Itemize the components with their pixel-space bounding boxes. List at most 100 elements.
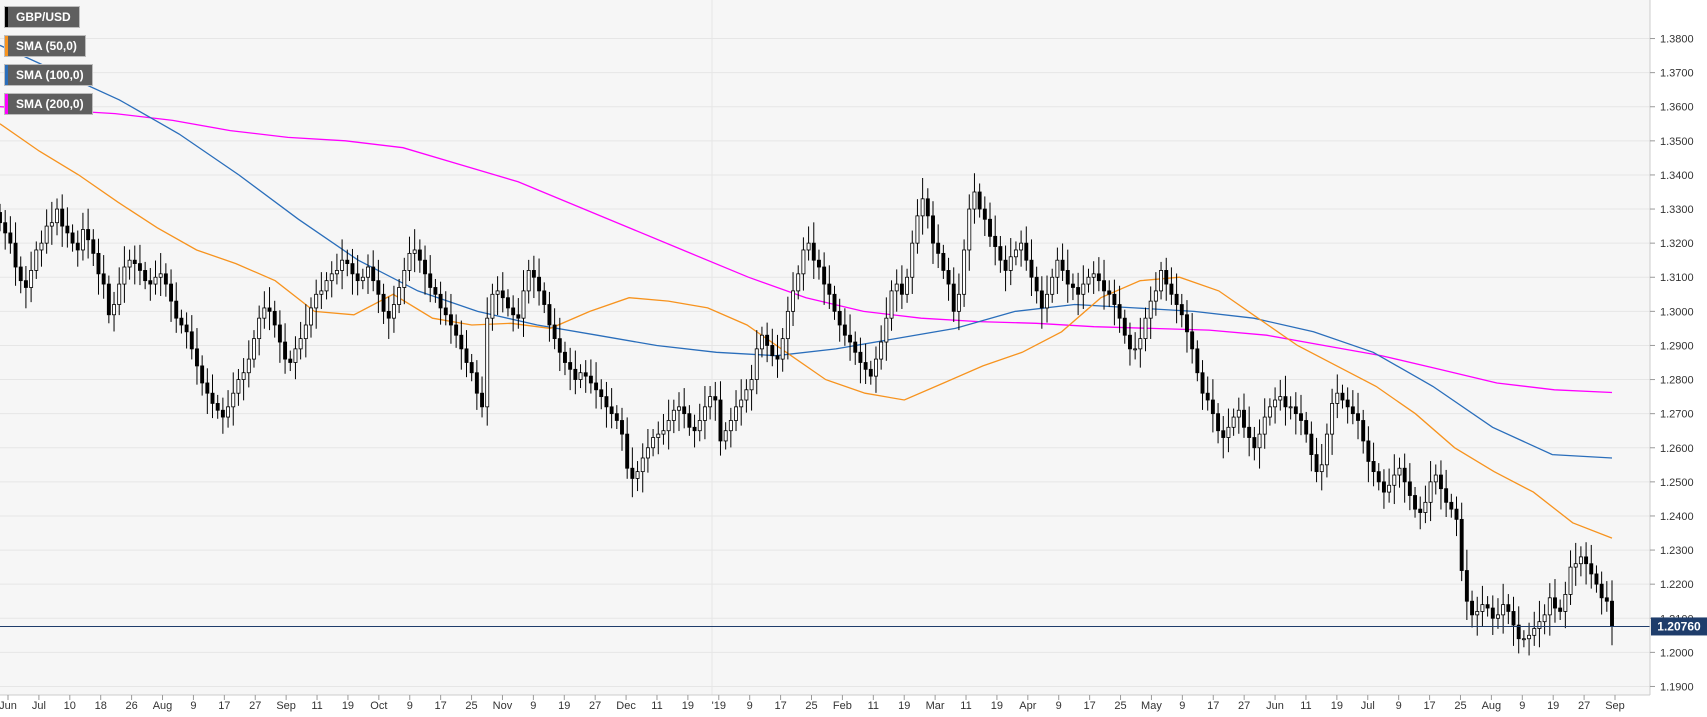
- candle-body: [1112, 293, 1117, 305]
- x-tick-label: Sep: [1605, 700, 1625, 712]
- legend-item-gbpusd[interactable]: GBP/USD: [4, 6, 80, 28]
- candle-body: [842, 324, 847, 336]
- candle-body: [609, 406, 614, 415]
- candle-body: [480, 392, 484, 408]
- x-tick-label: May: [1141, 700, 1162, 712]
- candle-body: [941, 252, 946, 271]
- candle-body: [29, 270, 34, 288]
- candle-body: [1138, 338, 1143, 350]
- candle-body: [915, 215, 920, 244]
- candle-body: [1335, 392, 1340, 404]
- candle-body: [1195, 348, 1200, 374]
- candle-body: [309, 307, 313, 326]
- candle-body: [677, 406, 681, 411]
- candle-body: [1475, 611, 1480, 616]
- candle-body: [1024, 242, 1029, 261]
- y-tick-label: 1.3500: [1660, 136, 1694, 148]
- x-tick-label: 11: [868, 700, 879, 712]
- candle-body: [526, 270, 531, 292]
- candle-body: [350, 263, 355, 275]
- legend-item-sma50[interactable]: SMA (50,0): [4, 35, 86, 57]
- legend-item-sma200[interactable]: SMA (200,0): [4, 93, 93, 115]
- chart-legend: GBP/USD SMA (50,0) SMA (100,0) SMA (200,…: [4, 6, 93, 122]
- candle-body: [1190, 331, 1195, 350]
- sma-50-series: [0, 123, 1613, 539]
- candle-body: [713, 396, 718, 401]
- candle-body: [1148, 300, 1153, 319]
- candle-body: [1366, 440, 1371, 462]
- x-tick-label: 9: [1056, 700, 1062, 712]
- y-tick-label: 1.2800: [1660, 375, 1694, 387]
- candle-body: [329, 273, 334, 282]
- candle-body: [464, 348, 469, 363]
- candle-body: [1034, 276, 1039, 292]
- x-tick-label: Nov: [493, 700, 513, 712]
- candle-body: [371, 266, 376, 282]
- x-tick-label: '19: [712, 700, 726, 712]
- candle-body: [1496, 614, 1500, 619]
- y-tick-label: 1.1900: [1660, 681, 1694, 693]
- candle-body: [283, 341, 288, 360]
- candle-body: [583, 372, 588, 377]
- x-tick-label: 19: [991, 700, 1003, 712]
- candle-body: [899, 283, 904, 295]
- candle-body: [44, 225, 49, 244]
- x-tick-label: 25: [465, 700, 477, 712]
- candle-body: [189, 331, 194, 350]
- x-tick-label: 25: [805, 700, 817, 712]
- x-tick-label: 9: [1396, 700, 1402, 712]
- candle-body: [889, 290, 894, 319]
- candle-body: [578, 372, 583, 380]
- candle-body: [770, 345, 775, 357]
- x-tick-label: Jul: [32, 700, 46, 712]
- candle-body: [1019, 242, 1024, 251]
- x-tick-label: 11: [311, 700, 322, 712]
- candle-body: [148, 280, 153, 285]
- candle-body: [106, 283, 111, 316]
- candle-body: [293, 348, 298, 363]
- candle-body: [936, 242, 941, 254]
- candle-body: [1516, 624, 1521, 640]
- candle-body: [13, 242, 18, 268]
- candle-body: [1309, 433, 1314, 455]
- candle-body: [796, 273, 801, 292]
- y-tick-label: 1.3000: [1660, 306, 1694, 318]
- candle-body: [231, 392, 236, 408]
- candle-body: [1205, 392, 1210, 401]
- candle-body: [998, 246, 1003, 261]
- candle-body: [1008, 256, 1013, 271]
- candle-body: [1506, 604, 1511, 612]
- candle-body: [96, 252, 101, 275]
- candle-body: [614, 413, 619, 421]
- candle-body: [423, 259, 427, 275]
- x-tick-label: Sep: [276, 700, 296, 712]
- candle-body: [334, 270, 339, 275]
- x-tick-label: 11: [960, 700, 971, 712]
- candle-body: [837, 310, 842, 326]
- candle-body: [1267, 406, 1272, 418]
- candle-body: [34, 249, 39, 271]
- sma-200-series: [0, 106, 1613, 394]
- candle-body: [1423, 501, 1428, 513]
- candle-body: [1242, 409, 1246, 428]
- candle-body: [645, 447, 650, 459]
- candle-body: [1029, 259, 1034, 278]
- candle-body: [1055, 259, 1060, 278]
- x-tick-label: 17: [1423, 700, 1435, 712]
- candle-body: [60, 208, 65, 227]
- x-tick-label: 17: [435, 700, 447, 712]
- candle-body: [1293, 406, 1298, 415]
- candle-body: [448, 314, 453, 326]
- legend-item-sma100[interactable]: SMA (100,0): [4, 64, 93, 86]
- x-tick-label: 9: [530, 700, 536, 712]
- legend-label-sma100: SMA (100,0): [16, 68, 84, 82]
- candle-body: [433, 287, 438, 295]
- candle-body: [656, 433, 661, 438]
- y-tick-label: 1.2200: [1660, 579, 1694, 591]
- candle-body: [1216, 413, 1221, 432]
- candle-body: [1179, 304, 1184, 316]
- candle-body: [785, 310, 790, 340]
- candle-body: [588, 375, 593, 384]
- candle-body: [1231, 416, 1236, 428]
- candle-body: [863, 362, 868, 370]
